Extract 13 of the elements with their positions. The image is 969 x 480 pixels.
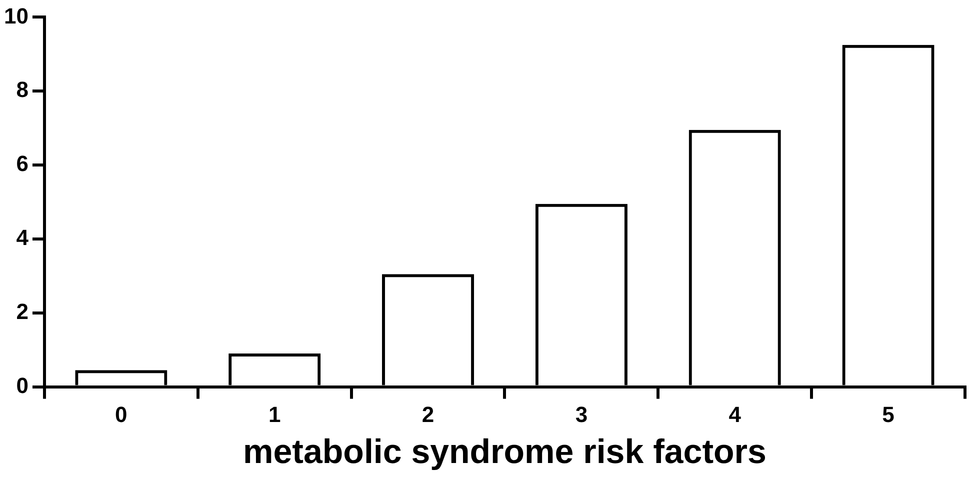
y-tick-label: 8 xyxy=(16,77,28,102)
y-tick-label: 2 xyxy=(16,298,28,324)
y-tick-label: 4 xyxy=(16,225,30,250)
y-tick-label: 10 xyxy=(4,3,28,28)
y-tick-label: 0 xyxy=(16,372,28,398)
x-axis-title: metabolic syndrome risk factors xyxy=(243,432,766,471)
x-tick-label: 3 xyxy=(575,402,588,428)
x-tick-label: 4 xyxy=(728,402,742,428)
y-tick-label: 6 xyxy=(16,151,28,176)
x-tick-label: 2 xyxy=(422,402,434,428)
x-tick-label: 5 xyxy=(882,402,894,428)
x-tick-label: 0 xyxy=(115,402,128,428)
x-tick-label: 1 xyxy=(268,402,281,428)
